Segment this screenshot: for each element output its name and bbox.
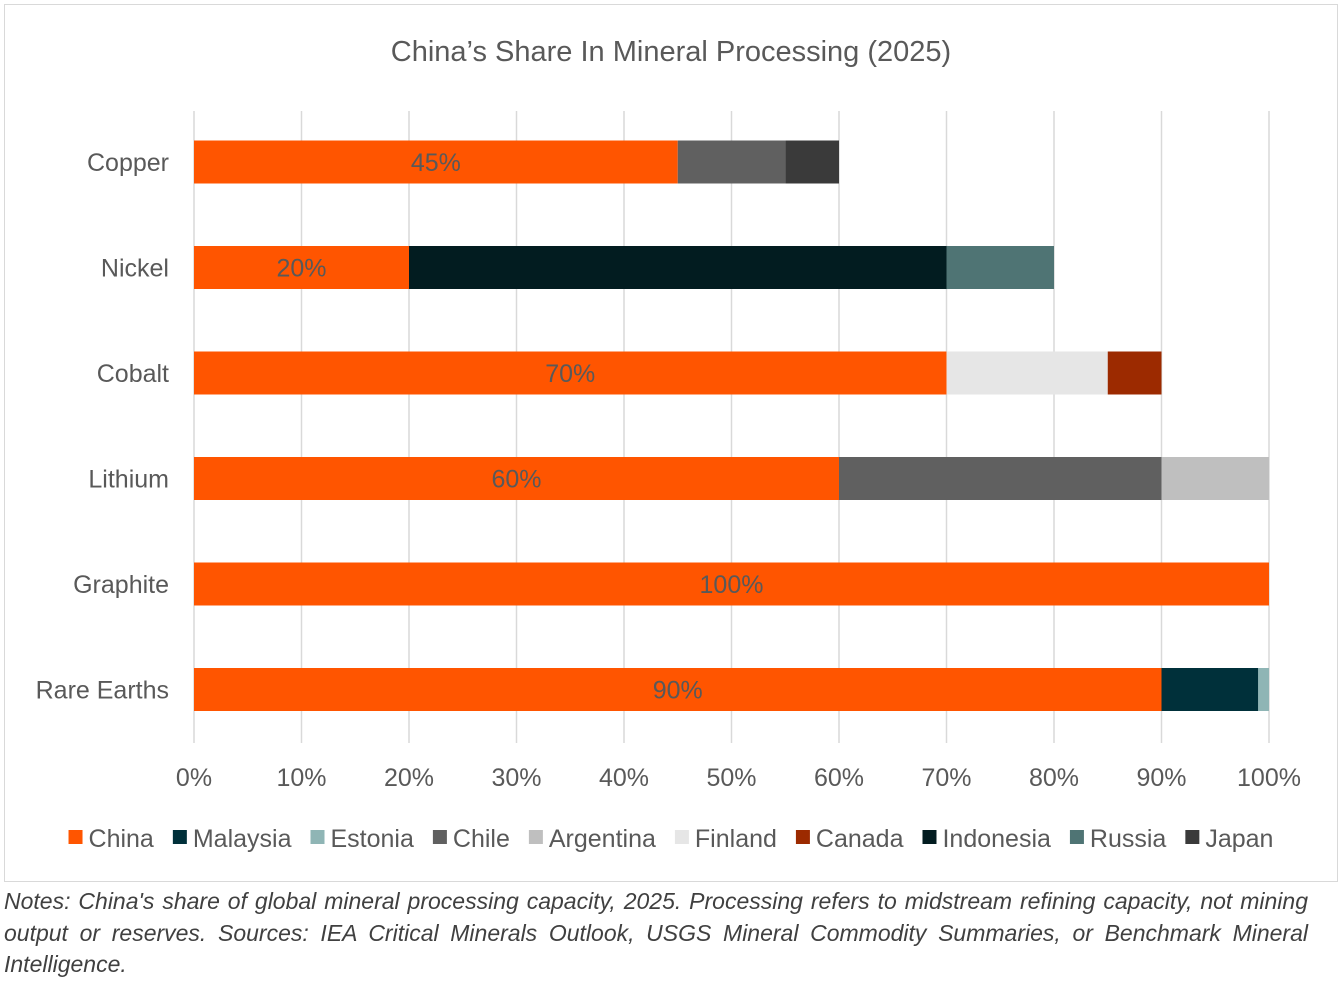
bar-segment-china [194,140,678,184]
bar-segment-chile [839,457,1162,500]
legend-label: Canada [816,825,904,853]
bar-segment-estonia [1258,668,1269,711]
legend-label: Indonesia [942,825,1051,853]
chart-notes: Notes: China's share of global mineral p… [4,886,1308,981]
bar-segment-japan [785,140,839,184]
legend-swatch [310,830,325,844]
x-tick-label: 100% [1237,764,1301,792]
bar-segment-canada [1107,351,1162,395]
bar-segment-finland [946,351,1108,395]
legend-swatch [68,830,83,844]
category-axis: Copper Nickel Cobalt Lithium Graphite Rare Ea… [36,149,169,705]
x-tick-label: 0% [176,764,212,792]
legend-swatch [1069,830,1084,844]
category-label: Graphite [73,571,169,599]
legend-label: Finland [695,825,777,853]
bar-segment-malaysia [1161,668,1259,711]
bars: 45% 20% 70% 60% 100% 90% [194,140,1269,711]
x-tick-label: 90% [1136,764,1186,792]
bar-segment-chile [677,140,786,184]
x-tick-label: 70% [921,764,971,792]
x-tick-label: 30% [491,764,541,792]
legend-label: Chile [453,825,510,853]
legend-item: Russia [1069,825,1167,853]
notes-label: Notes: [4,888,71,914]
legend-swatch [674,830,689,844]
legend-item: Malaysia [172,825,292,853]
legend-swatch [432,830,447,844]
bar-segment-argentina [1161,457,1269,500]
stacked-bar-chart: China’s Share In Mineral Processing (202… [36,36,1301,853]
chart-title: China’s Share In Mineral Processing (202… [391,36,951,68]
value-axis: 0% 10% 20% 30% 40% 50% 60% 70% 80% 90% 100% [176,764,1301,792]
bar-segment-china [194,351,947,395]
legend-label: China [89,825,154,853]
category-label: Nickel [101,255,169,283]
x-tick-label: 40% [599,764,649,792]
category-label: Cobalt [97,360,169,388]
chart-frame: China’s Share In Mineral Processing (202… [4,4,1338,882]
legend-item: Chile [432,825,510,853]
legend: China Malaysia Estonia Chile Argentina Finlan… [68,825,1273,853]
legend-label: Japan [1205,825,1273,853]
legend-item: Canada [795,825,904,853]
legend-item: China [68,825,154,853]
legend-swatch [528,830,543,844]
x-tick-label: 80% [1029,764,1079,792]
bar-segment-china [194,246,409,289]
x-tick-label: 50% [706,764,756,792]
bar-segment-indonesia [409,246,947,289]
bar-segment-china [194,562,1269,606]
legend-item: Estonia [310,825,414,853]
data-label: 70% [545,360,595,388]
data-label: 100% [700,571,764,599]
data-label: 60% [491,466,541,494]
gridlines [193,111,1270,743]
legend-item: Japan [1185,825,1273,853]
legend-label: Malaysia [193,825,292,853]
bar-segment-china [194,457,839,500]
legend-label: Argentina [549,825,656,853]
x-tick-label: 20% [384,764,434,792]
bar-segment-russia [946,246,1054,289]
legend-swatch [795,830,810,844]
data-label: 45% [411,149,461,177]
legend-label: Estonia [331,825,414,853]
legend-swatch [172,830,187,844]
data-label: 90% [653,677,703,705]
legend-item: Indonesia [922,825,1051,853]
notes-text: China's share of global mineral processi… [4,888,1308,977]
category-label: Lithium [88,466,169,494]
legend-label: Russia [1090,825,1167,853]
legend-swatch [1185,830,1200,844]
legend-item: Finland [674,825,777,853]
legend-item: Argentina [528,825,656,853]
category-label: Rare Earths [36,677,169,705]
legend-swatch [922,830,937,844]
bar-segment-china [194,668,1162,711]
category-label: Copper [87,149,169,177]
x-tick-label: 10% [276,764,326,792]
x-tick-label: 60% [814,764,864,792]
data-label: 20% [276,255,326,283]
